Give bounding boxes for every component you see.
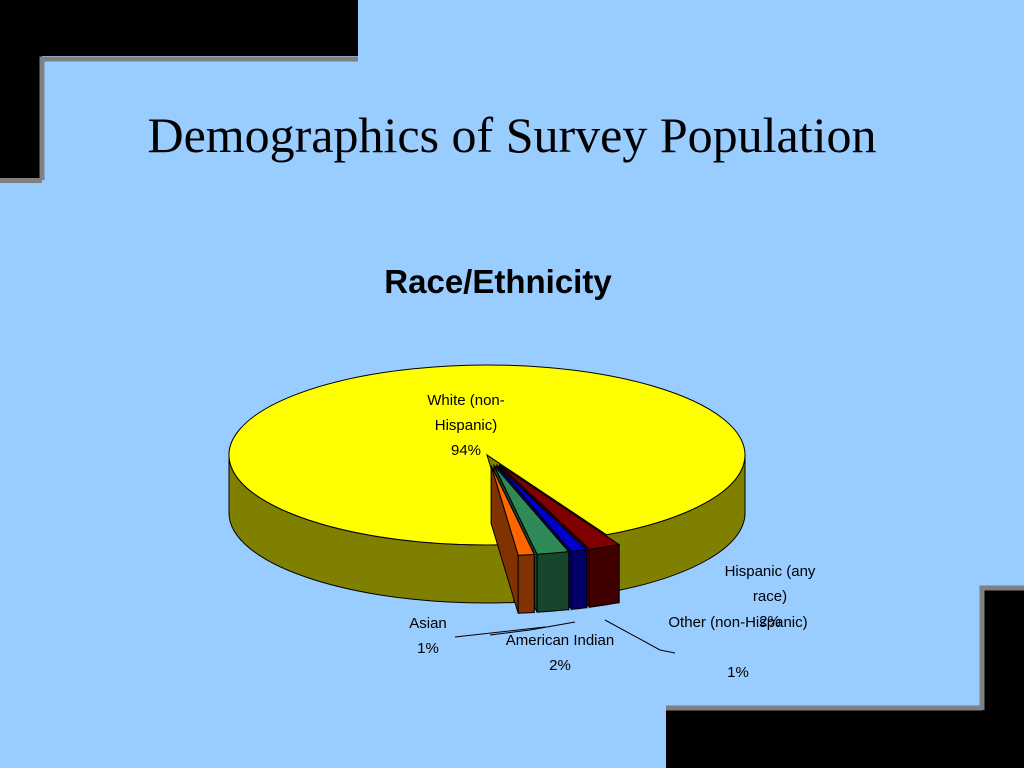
slice-label: White (non-Hispanic): [427, 392, 505, 434]
slice-label: American Indian: [505, 632, 615, 649]
value-label: 2%: [759, 613, 781, 630]
leader-line: [454, 626, 546, 638]
value-label: 94%: [450, 442, 482, 459]
slice-label: Asian: [409, 615, 447, 632]
slice-side: [536, 551, 570, 613]
slice: [496, 464, 588, 552]
decor-bar: [0, 0, 358, 56]
slice-label: Other (non-Hispanic): [668, 614, 808, 631]
leader-line: [489, 621, 576, 636]
slice-side: [517, 553, 535, 614]
decor-edge: [979, 585, 1024, 710]
slice-label: Hispanic (any race): [724, 563, 816, 605]
slice: [499, 464, 621, 550]
slice-side: [589, 544, 620, 608]
chart-title: Race/Ethnicity: [384, 263, 612, 300]
slide-title: Demographics of Survey Population: [147, 107, 876, 163]
pie: [228, 364, 746, 614]
decor-edge: [39, 56, 358, 180]
leader-line: [604, 619, 676, 654]
slice: [228, 364, 746, 546]
slice: [493, 465, 570, 555]
slice-side: [570, 549, 588, 610]
decor-bar: [0, 0, 42, 180]
value-label: 2%: [549, 657, 571, 674]
decor-edge: [0, 178, 42, 183]
slice: [490, 465, 536, 556]
value-label: 1%: [417, 640, 439, 657]
value-label: 1%: [727, 664, 749, 681]
decor-bar: [666, 710, 1024, 768]
